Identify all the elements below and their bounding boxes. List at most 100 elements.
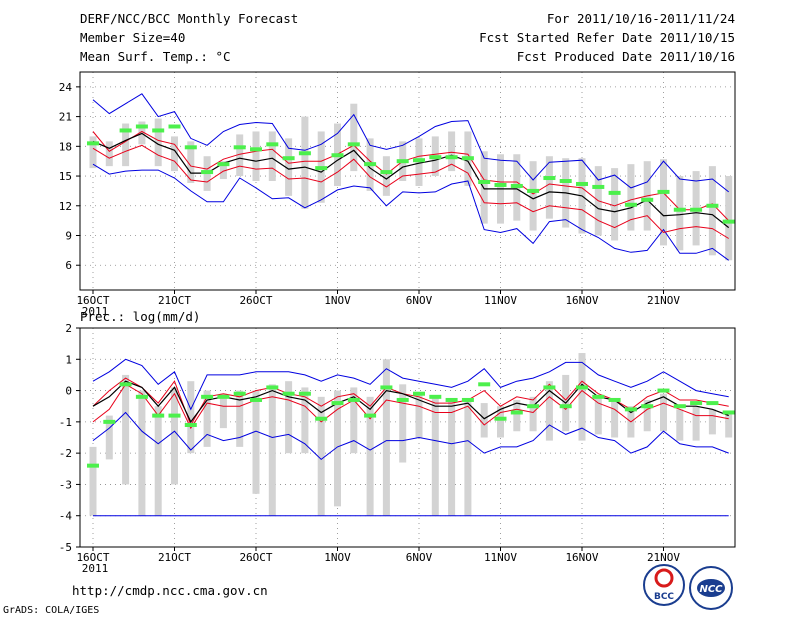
spread-box <box>203 390 211 447</box>
x-tick-label: 1NOV <box>324 551 351 564</box>
observed-marker <box>233 391 246 396</box>
forecast-period: For 2011/10/16-2011/11/24 <box>546 11 735 26</box>
spread-box <box>317 396 325 516</box>
observed-marker <box>250 147 262 152</box>
observed-marker <box>282 156 295 161</box>
observed-marker <box>298 391 311 396</box>
spread-box <box>350 103 358 172</box>
spread-box <box>545 381 553 441</box>
observed-marker <box>559 179 572 183</box>
observed-marker <box>364 413 377 418</box>
spread-box <box>529 161 537 231</box>
observed-marker <box>396 397 409 402</box>
observed-marker <box>478 382 491 387</box>
observed-marker <box>282 391 295 396</box>
spread-box <box>334 390 341 507</box>
lower-line <box>92 383 729 430</box>
observed-marker <box>722 410 735 415</box>
min-line <box>92 411 729 461</box>
ncc-logo: NCC <box>689 566 733 610</box>
observed-marker <box>576 385 588 390</box>
spread-box <box>431 396 439 516</box>
spread-box <box>497 406 504 438</box>
spread-box <box>708 166 716 256</box>
observed-marker <box>380 385 393 390</box>
observed-marker <box>690 207 703 212</box>
x-tick-label: 21OCT <box>158 294 191 307</box>
spread-box <box>89 446 97 516</box>
spread-box <box>676 176 684 251</box>
observed-marker <box>298 151 311 156</box>
observed-marker <box>347 142 360 147</box>
observed-marker <box>461 156 474 161</box>
observed-marker <box>510 183 523 188</box>
plot-frame <box>79 327 736 548</box>
spread-box <box>611 399 619 438</box>
year-label: 2011 <box>82 562 109 575</box>
spread-box <box>660 393 667 432</box>
spread-box <box>529 396 537 432</box>
spread-box <box>268 131 276 181</box>
precipitation-panel: -5 -4 -3 -2 -1 0 1 2 16OCT 21OCT 26OCT 1NOV 6NOV 11NO… <box>59 322 736 575</box>
spread-box <box>171 387 178 485</box>
spread-box <box>594 396 602 435</box>
y-tick-label: 12 <box>59 200 72 213</box>
source-url[interactable]: http://cmdp.ncc.cma.gov.cn <box>72 583 268 598</box>
observed-marker <box>266 142 279 147</box>
observed-marker <box>690 401 703 406</box>
observed-marker <box>673 404 686 409</box>
mean-line <box>92 380 729 424</box>
spread-box <box>187 141 195 183</box>
spread-box <box>122 123 130 167</box>
observed-marker <box>152 413 165 418</box>
x-tick-label: 16OCT <box>76 551 109 564</box>
spread-box <box>660 159 667 246</box>
y-tick-label: 18 <box>59 140 72 153</box>
observed-marker <box>135 394 148 399</box>
spread-box <box>643 399 651 432</box>
observed-marker <box>87 463 99 468</box>
observed-marker <box>608 397 621 402</box>
spread-box <box>382 359 390 516</box>
observed-marker <box>152 128 165 133</box>
spread-box <box>301 116 309 209</box>
observed-marker <box>706 401 719 406</box>
observed-marker <box>624 202 637 207</box>
spread-box <box>105 141 113 167</box>
observed-marker <box>184 145 197 150</box>
y-tick-label: 24 <box>59 81 73 94</box>
spread-box <box>301 387 309 454</box>
observed-marker <box>315 166 328 171</box>
observed-marker <box>429 394 442 399</box>
grads-credit: GrADS: COLA/IGES <box>3 605 100 616</box>
x-tick-label: 21OCT <box>158 551 191 564</box>
spread-box <box>285 138 293 196</box>
spread-box <box>252 390 260 494</box>
observed-marker <box>103 419 116 424</box>
bcc-logo: BCC <box>643 564 685 606</box>
mean-line <box>92 132 730 229</box>
observed-marker <box>478 179 491 184</box>
temperature-panel: 6 9 12 15 18 21 24 16OCT 21OCT 26OCT 1NOV 6NOV 11NOV… <box>59 71 736 318</box>
observed-marker <box>608 190 621 195</box>
chart-title: DERF/NCC/BCC Monthly Forecast <box>80 11 299 26</box>
observed-marker <box>331 401 344 406</box>
max-line <box>92 93 730 193</box>
spread-box <box>252 131 260 181</box>
precip-panel-title: Prec.: log(mm/d) <box>80 309 201 324</box>
spread-box <box>415 393 423 438</box>
observed-marker <box>673 207 686 212</box>
y-tick-label: 6 <box>65 259 72 272</box>
x-tick-label: 21NOV <box>647 551 680 564</box>
observed-marker <box>380 170 393 175</box>
observed-marker <box>543 385 556 390</box>
y-tick-label: -2 <box>59 447 72 460</box>
spread-box <box>611 168 619 241</box>
observed-marker <box>233 145 246 150</box>
observed-marker <box>184 422 197 427</box>
observed-marker <box>657 388 670 393</box>
observed-marker <box>494 182 507 187</box>
spread-box <box>692 406 700 441</box>
y-tick-label: 0 <box>65 385 72 398</box>
observed-marker <box>217 394 230 399</box>
